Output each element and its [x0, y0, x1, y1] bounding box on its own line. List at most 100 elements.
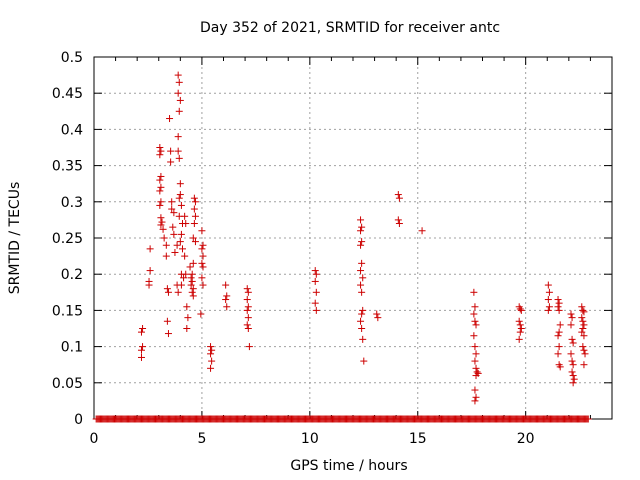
- data-point: [184, 314, 192, 322]
- data-point: [208, 357, 216, 365]
- data-point: [394, 191, 402, 199]
- data-points: [92, 71, 592, 423]
- data-point: [190, 194, 198, 202]
- data-point: [190, 205, 198, 213]
- y-tick-label: 0.35: [52, 159, 83, 175]
- data-point: [568, 314, 576, 322]
- data-point: [139, 325, 147, 332]
- data-point: [358, 325, 366, 332]
- data-point: [162, 241, 170, 249]
- data-point: [188, 288, 196, 296]
- data-point: [358, 288, 366, 296]
- data-point: [373, 310, 381, 318]
- data-point: [146, 245, 154, 253]
- data-point: [418, 227, 426, 235]
- data-point: [569, 361, 577, 369]
- data-point: [199, 252, 207, 260]
- data-point: [544, 306, 552, 314]
- data-point: [470, 288, 478, 296]
- data-point: [358, 259, 366, 267]
- data-point: [554, 296, 562, 304]
- data-point: [472, 393, 480, 401]
- data-point: [175, 194, 183, 202]
- data-point: [188, 277, 196, 285]
- data-point: [394, 216, 402, 224]
- data-point: [182, 220, 190, 228]
- data-point: [567, 310, 575, 318]
- data-point: [580, 332, 588, 340]
- y-tick-label: 0.2: [61, 267, 83, 283]
- data-point: [174, 133, 182, 141]
- data-point: [177, 281, 185, 289]
- data-point: [567, 350, 575, 358]
- data-point: [554, 303, 562, 311]
- data-point: [175, 78, 183, 86]
- data-point: [157, 147, 165, 155]
- data-point: [471, 317, 479, 325]
- data-point: [471, 303, 479, 311]
- data-point: [176, 96, 184, 104]
- y-axis-label: SRMTID / TECUs: [7, 182, 23, 295]
- data-point: [569, 372, 577, 380]
- data-point: [208, 346, 216, 354]
- data-point: [157, 221, 165, 229]
- data-point: [395, 220, 403, 228]
- data-point: [174, 147, 182, 155]
- data-point: [374, 314, 382, 322]
- data-point: [545, 288, 553, 296]
- data-point: [163, 285, 171, 293]
- data-point: [517, 325, 525, 332]
- data-point: [157, 172, 165, 180]
- data-point: [191, 238, 199, 246]
- axes: 0 0.05 0.1 0.15 0.2 0.25 0.3 0.35 0.4 0.45 0.5 0 5 10…: [52, 50, 613, 447]
- x-tick-label: 15: [409, 431, 427, 447]
- data-point: [544, 296, 552, 304]
- data-point: [176, 238, 184, 246]
- data-point: [146, 267, 154, 275]
- data-point: [199, 281, 207, 289]
- data-point: [175, 154, 183, 162]
- data-point: [190, 220, 198, 228]
- data-point: [198, 274, 206, 282]
- data-point: [189, 292, 197, 300]
- data-point: [579, 343, 587, 351]
- data-point: [164, 330, 172, 338]
- data-point: [207, 343, 215, 351]
- x-axis-label: GPS time / hours: [290, 458, 407, 474]
- data-point: [156, 151, 164, 159]
- data-point: [357, 241, 365, 249]
- y-tick-label: 0.45: [52, 86, 83, 102]
- data-point: [470, 332, 478, 340]
- data-point: [568, 368, 576, 376]
- data-point: [555, 328, 563, 336]
- data-point: [169, 223, 177, 231]
- data-point: [515, 317, 523, 325]
- data-point: [243, 321, 251, 329]
- data-point: [223, 292, 231, 300]
- data-point: [189, 259, 197, 267]
- data-point: [183, 325, 191, 332]
- data-point: [472, 364, 480, 372]
- data-point: [137, 328, 145, 336]
- data-point: [470, 310, 478, 318]
- data-point: [167, 158, 175, 166]
- data-point: [471, 357, 479, 365]
- data-point: [515, 335, 523, 343]
- data-point: [168, 205, 176, 213]
- data-point: [189, 285, 197, 293]
- data-point: [177, 230, 185, 238]
- data-point: [160, 234, 168, 242]
- data-point: [170, 230, 178, 238]
- data-point: [556, 363, 564, 371]
- data-point: [244, 303, 252, 311]
- data-point: [189, 234, 197, 242]
- data-point: [198, 245, 206, 253]
- data-point: [568, 357, 576, 365]
- data-point: [569, 339, 577, 347]
- data-point: [191, 212, 199, 220]
- data-point: [580, 346, 588, 354]
- data-point: [157, 198, 165, 206]
- data-point: [164, 288, 172, 296]
- y-tick-label: 0.25: [52, 231, 83, 247]
